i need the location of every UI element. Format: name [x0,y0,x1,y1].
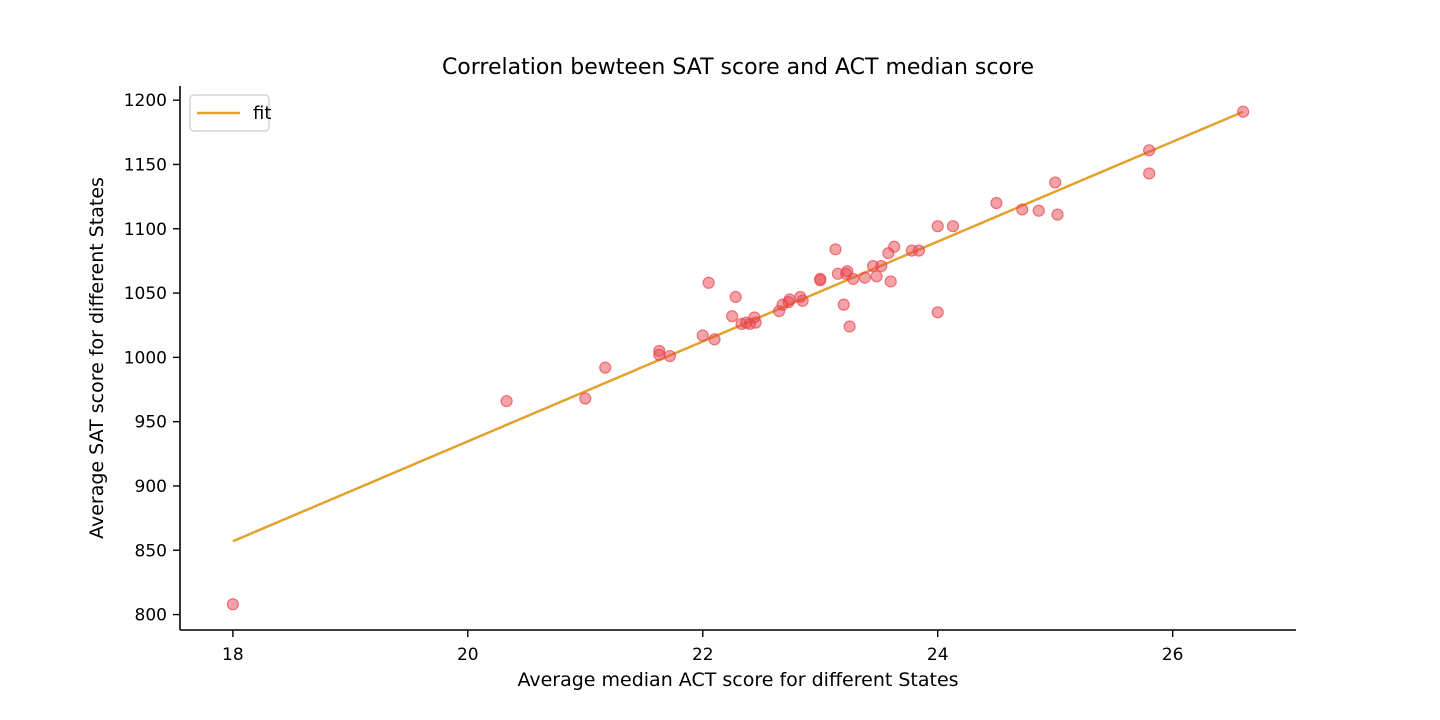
y-tick-label: 800 [135,606,167,626]
scatter-point [1049,176,1062,189]
scatter-point [702,276,715,289]
scatter-point [1143,167,1156,180]
y-tick-label: 850 [135,541,167,561]
x-tick-label: 20 [457,645,479,665]
scatter-point [783,293,796,306]
y-axis-label: Average SAT score for different States [86,177,108,539]
scatter-point [990,196,1003,210]
chart-title: Correlation bewteen SAT score and ACT me… [442,55,1034,80]
y-tick-label: 1150 [124,155,167,175]
scatter-point [829,243,842,256]
scatter-point [912,244,926,257]
y-tick-label: 1050 [124,284,167,304]
scatter-point [870,270,883,283]
scatter-point [1016,203,1029,216]
x-axis-label: Average median ACT score for different S… [517,669,958,691]
x-tick-label: 26 [1162,645,1184,665]
scatter-point [858,271,871,284]
y-tick-label: 1200 [124,91,167,111]
legend-fit-label: fit [253,103,271,124]
y-tick-label: 950 [135,413,167,433]
scatter-point [1051,208,1064,221]
scatter-point [579,392,592,405]
scatter-point [663,349,676,363]
y-tick-label: 900 [135,477,167,497]
scatter-point [1143,144,1156,157]
scatter-point [599,361,612,374]
scatter-point [847,272,860,286]
y-tick-label: 1100 [124,220,167,240]
x-tick-label: 22 [692,645,714,665]
scatter-point [226,598,239,611]
scatter-point [796,294,809,307]
y-tick-label: 1000 [124,348,167,368]
scatter-point [946,220,960,233]
scatter-point [875,259,888,273]
scatter-point [696,329,709,342]
x-tick-label: 24 [927,645,949,665]
legend: fit [189,94,271,132]
scatter-points [226,105,1250,611]
scatter-point [749,316,762,329]
scatter-point [837,298,850,311]
scatter-point [888,240,901,253]
scatter-point [1032,204,1045,217]
scatter-point [653,344,666,358]
scatter-point [843,320,856,333]
scatter-point [729,290,742,304]
scatter-point [931,306,944,319]
scatter-point [1237,105,1250,118]
scatter-point [726,310,739,323]
scatter-point [931,220,944,233]
ticks: 18 20 22 24 26 800 850 900 950 1000 1050 1100 1150 12… [124,91,1184,665]
scatter-point [500,394,513,408]
scatter-point [708,333,721,346]
scatter-point [814,272,827,286]
scatter-point [884,275,897,288]
x-tick-label: 18 [222,645,244,665]
